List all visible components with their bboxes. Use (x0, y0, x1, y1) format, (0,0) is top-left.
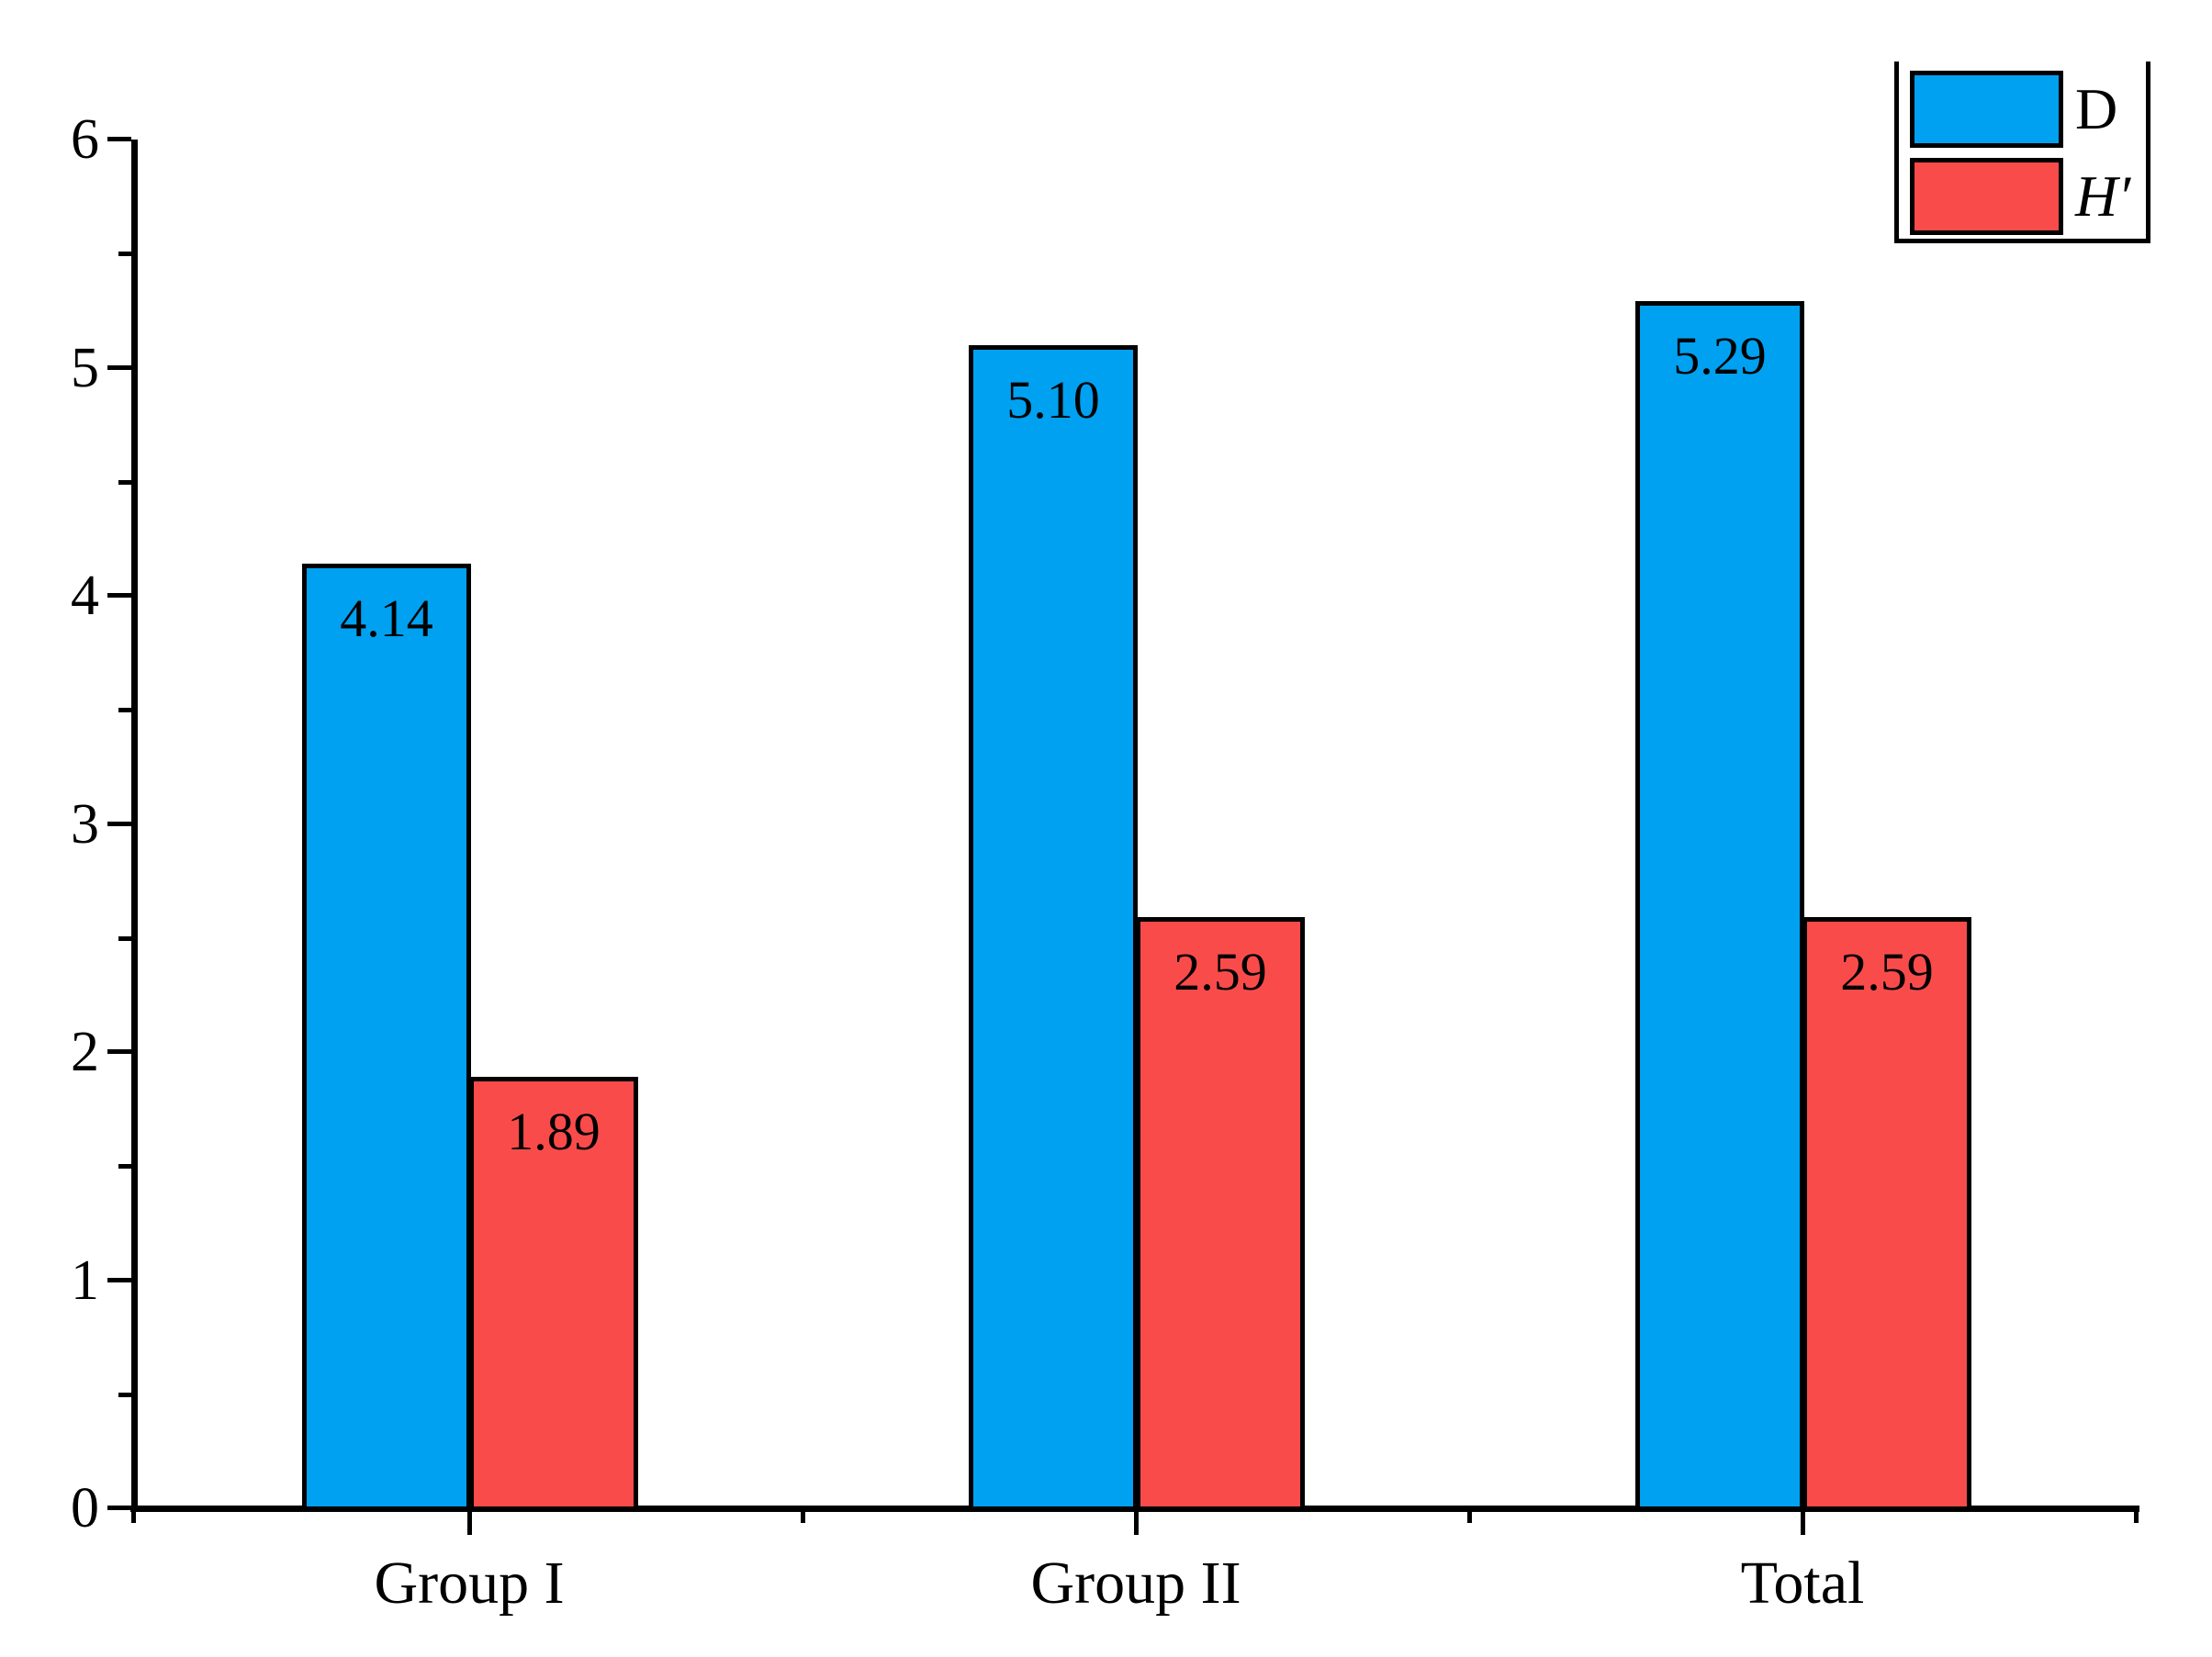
y-axis-minor-tick (118, 1392, 131, 1397)
legend-swatch (1910, 71, 2063, 148)
y-axis-line (131, 140, 138, 1512)
y-axis-tick-label: 2 (71, 1021, 99, 1083)
category-label: Total (1740, 1550, 1865, 1617)
y-axis-tick-label: 6 (71, 108, 99, 171)
bar: 4.14 (302, 564, 471, 1511)
y-axis-tick-label: 0 (71, 1477, 99, 1539)
x-axis-major-tick (1801, 1510, 1805, 1535)
y-axis-major-tick (107, 1049, 131, 1054)
bar-value-label: 1.89 (507, 1102, 601, 1161)
x-axis-minor-tick (2134, 1510, 2139, 1523)
x-axis-major-tick (1134, 1510, 1139, 1535)
y-axis-major-tick (107, 137, 131, 141)
bar-value-label: 2.59 (1840, 942, 1934, 1002)
y-axis-major-tick (107, 593, 131, 598)
category-label: Group I (374, 1550, 565, 1617)
legend-label: D (2075, 76, 2118, 141)
x-axis-major-tick (467, 1510, 472, 1535)
x-axis-minor-tick (801, 1510, 805, 1523)
bar: 1.89 (469, 1077, 638, 1511)
legend-swatch (1910, 158, 2063, 235)
x-axis-minor-tick (131, 1510, 136, 1523)
y-axis-minor-tick (118, 1164, 131, 1170)
legend-label: H′ (2075, 163, 2131, 229)
category-label: Group II (1030, 1550, 1241, 1617)
y-axis-major-tick (107, 364, 131, 370)
bar: 2.59 (1802, 917, 1971, 1511)
y-axis-tick-label: 3 (71, 792, 99, 856)
y-axis-tick-label: 4 (71, 565, 99, 627)
bar-value-label: 5.10 (1006, 370, 1100, 430)
y-axis-major-tick (107, 1277, 131, 1282)
bar-value-label: 4.14 (340, 588, 433, 648)
y-axis-major-tick (107, 821, 131, 826)
y-axis-minor-tick (118, 252, 131, 257)
legend: D H′ (1894, 62, 2150, 243)
y-axis-minor-tick (118, 935, 131, 941)
x-axis-minor-tick (1467, 1510, 1472, 1523)
y-axis-minor-tick (118, 479, 131, 485)
bar-value-label: 2.59 (1173, 942, 1267, 1002)
y-axis-major-tick (107, 1506, 131, 1510)
bar: 5.29 (1635, 301, 1804, 1511)
y-axis-tick-label: 1 (71, 1248, 99, 1312)
y-axis-minor-tick (118, 708, 131, 713)
y-axis-tick-label: 5 (71, 336, 99, 399)
bar-value-label: 5.29 (1673, 326, 1767, 386)
bar: 2.59 (1136, 917, 1305, 1511)
bar: 5.10 (969, 345, 1138, 1511)
